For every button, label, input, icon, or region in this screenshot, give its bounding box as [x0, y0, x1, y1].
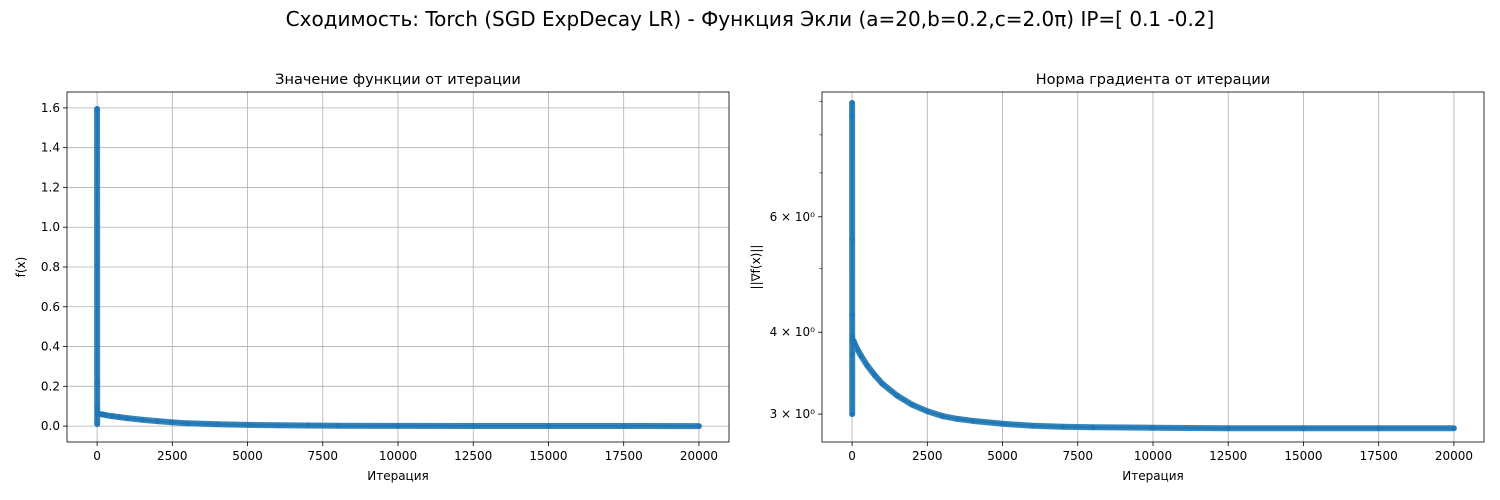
x-tick-label: 10000 — [1134, 449, 1172, 463]
data-point — [275, 422, 281, 428]
y-tick-label: 3 × 10⁰ — [770, 407, 816, 421]
data-point — [139, 417, 145, 423]
data-point — [117, 414, 123, 420]
data-point — [954, 416, 960, 422]
data-point — [335, 423, 341, 429]
function-value-panel: 0 2500 5000 7500 10000 12500 15000 17500 20000 0.… — [14, 72, 730, 483]
y-tick-label: 1.4 — [41, 141, 60, 155]
data-point — [939, 413, 945, 419]
x-tick-label: 17500 — [605, 449, 643, 463]
data-point — [696, 423, 702, 429]
data-point — [470, 423, 476, 429]
x-tick-label: 15000 — [1284, 449, 1322, 463]
x-tick-label: 20000 — [680, 449, 718, 463]
data-point — [849, 312, 855, 318]
x-tick-label: 2500 — [912, 449, 943, 463]
y-tick-label: 1.0 — [41, 220, 60, 234]
y-tick-label: 1.6 — [41, 101, 60, 115]
y-tick-label: 6 × 10⁰ — [770, 210, 816, 224]
data-point — [395, 423, 401, 429]
data-point — [103, 412, 109, 418]
data-point — [849, 333, 855, 339]
data-point — [1451, 425, 1457, 431]
data-point — [124, 415, 130, 421]
x-tick-label: 7500 — [1062, 449, 1093, 463]
data-point — [849, 351, 855, 357]
data-point — [1090, 424, 1096, 430]
x-axis-label: Итерация — [1122, 469, 1184, 483]
data-point — [545, 423, 551, 429]
data-point — [894, 393, 900, 399]
data-point — [855, 348, 861, 354]
y-tick-label: 0.0 — [41, 419, 60, 433]
data-point — [1225, 425, 1231, 431]
x-tick-label: 12500 — [1209, 449, 1247, 463]
x-tick-label: 15000 — [529, 449, 567, 463]
x-axis-label: Итерация — [367, 469, 429, 483]
data-point — [184, 420, 190, 426]
x-tick-label: 5000 — [232, 449, 263, 463]
x-tick-label: 2500 — [157, 449, 188, 463]
data-point — [94, 380, 100, 386]
data-point — [94, 405, 100, 411]
data-point — [1150, 425, 1156, 431]
data-point — [1376, 425, 1382, 431]
data-point — [872, 372, 878, 378]
y-tick-label: 0.6 — [41, 300, 60, 314]
panel-title: Значение функции от итерации — [275, 72, 521, 88]
y-tick-label: 0.4 — [41, 340, 60, 354]
data-point — [245, 422, 251, 428]
x-tick-label: 20000 — [1435, 449, 1473, 463]
data-point — [1300, 425, 1306, 431]
data-point — [849, 113, 855, 119]
data-point — [1030, 423, 1036, 429]
data-point — [305, 422, 311, 428]
data-point — [909, 402, 915, 408]
data-point — [94, 421, 100, 427]
gradient-norm-panel: 0 2500 5000 7500 10000 12500 15000 17500 20000 3 … — [749, 72, 1485, 483]
x-tick-label: 0 — [93, 449, 101, 463]
y-axis-label: ||∇f(x)|| — [749, 245, 763, 290]
x-tick-label: 0 — [848, 449, 856, 463]
y-axis-label: f(x) — [14, 257, 28, 278]
panel-title: Норма градиента от итерации — [1036, 72, 1270, 88]
data-point — [864, 362, 870, 368]
y-tick-label: 4 × 10⁰ — [770, 325, 816, 339]
x-tick-label: 10000 — [379, 449, 417, 463]
data-point — [94, 106, 100, 112]
data-point — [94, 262, 100, 268]
data-point — [879, 381, 885, 387]
data-point — [214, 421, 220, 427]
data-point — [849, 236, 855, 242]
data-point — [1000, 421, 1006, 427]
data-point — [154, 418, 160, 424]
data-point — [858, 353, 864, 359]
data-point — [849, 100, 855, 106]
data-point — [109, 413, 115, 419]
data-point — [969, 418, 975, 424]
data-point — [852, 342, 858, 348]
y-tick-label: 0.2 — [41, 379, 60, 393]
data-point — [169, 419, 175, 425]
y-tick-label: 1.2 — [41, 180, 60, 194]
data-point — [1060, 424, 1066, 430]
x-tick-label: 7500 — [307, 449, 338, 463]
x-tick-label: 12500 — [454, 449, 492, 463]
x-tick-label: 5000 — [987, 449, 1018, 463]
figure-suptitle: Сходимость: Torch (SGD ExpDecay LR) - Фу… — [286, 7, 1215, 31]
data-point — [621, 423, 627, 429]
data-point — [849, 411, 855, 417]
data-point — [924, 408, 930, 414]
y-tick-label: 0.8 — [41, 260, 60, 274]
x-tick-label: 17500 — [1360, 449, 1398, 463]
